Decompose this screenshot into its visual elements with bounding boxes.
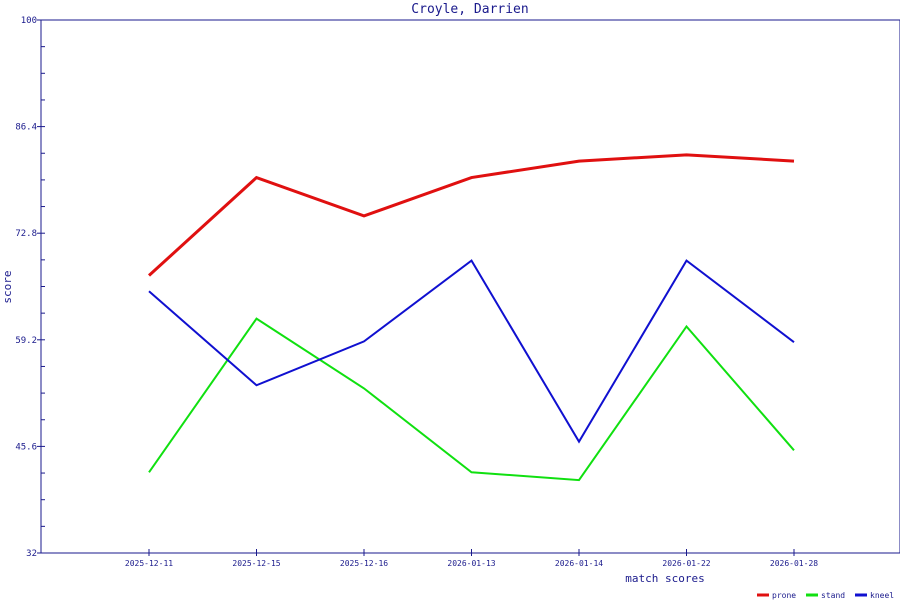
- x-axis: 2025-12-11 2025-12-15 2025-12-16 2026-01-13…: [125, 549, 818, 568]
- y-axis: 32 45.6 59.2 72.8 86.4 100: [15, 16, 45, 559]
- x-tick-label: 2026-01-13: [447, 559, 495, 568]
- series-line-prone: [147, 153, 795, 277]
- legend-label-kneel: kneel: [870, 591, 894, 600]
- series-lines: [147, 153, 795, 482]
- legend-label-prone: prone: [772, 591, 796, 600]
- y-tick-label: 32: [26, 549, 37, 559]
- legend: prone stand kneel: [757, 591, 894, 600]
- x-tick-label: 2025-12-11: [125, 559, 173, 568]
- y-tick-label: 59.2: [15, 336, 37, 346]
- x-tick-label: 2025-12-15: [232, 559, 280, 568]
- y-tick-label: 100: [21, 16, 37, 26]
- y-tick-label: 72.8: [15, 229, 37, 239]
- x-tick-label: 2026-01-28: [770, 559, 818, 568]
- series-line-stand: [148, 317, 795, 482]
- x-tick-label: 2026-01-22: [662, 559, 710, 568]
- legend-label-stand: stand: [821, 591, 845, 600]
- x-tick-label: 2025-12-16: [340, 559, 388, 568]
- x-tick-label: 2026-01-14: [555, 559, 603, 568]
- y-tick-label: 86.4: [15, 123, 37, 133]
- chart-title: Croyle, Darrien: [411, 2, 528, 17]
- series-line-kneel: [148, 259, 795, 444]
- x-axis-label: match scores: [625, 572, 704, 585]
- plot-frame: [40, 19, 900, 554]
- y-axis-label: score: [1, 270, 14, 303]
- y-tick-label: 45.6: [15, 442, 37, 452]
